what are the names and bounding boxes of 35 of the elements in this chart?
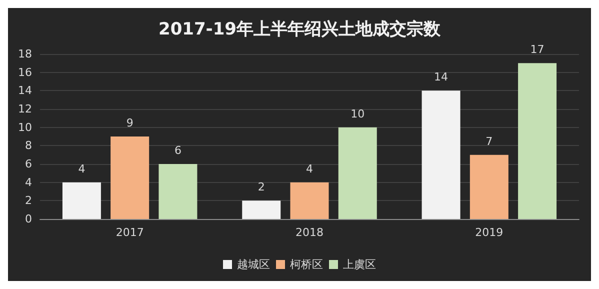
bar bbox=[158, 164, 198, 219]
y-tick-label: 8 bbox=[25, 139, 32, 152]
y-tick-label: 10 bbox=[18, 120, 32, 134]
y-tick-label: 12 bbox=[18, 102, 32, 116]
data-label: 2 bbox=[258, 180, 265, 194]
data-label: 17 bbox=[530, 43, 544, 56]
chart-title: 2017-19年上半年绍兴土地成交宗数 bbox=[158, 20, 442, 40]
data-label: 14 bbox=[434, 70, 448, 84]
bar bbox=[518, 63, 557, 219]
legend-label: 越城区 bbox=[237, 258, 270, 271]
bar bbox=[422, 90, 460, 219]
data-label: 4 bbox=[306, 162, 313, 176]
bar bbox=[62, 182, 101, 219]
y-tick-label: 6 bbox=[25, 158, 32, 170]
data-label: 4 bbox=[78, 162, 86, 176]
data-label: 9 bbox=[126, 116, 134, 130]
y-tick-label: 16 bbox=[18, 66, 32, 79]
bar bbox=[470, 154, 508, 219]
data-label: 10 bbox=[350, 107, 365, 120]
bar bbox=[290, 182, 329, 219]
y-tick-label: 18 bbox=[18, 48, 32, 60]
y-tick-label: 2 bbox=[25, 194, 32, 208]
x-tick-label: 2019 bbox=[475, 226, 504, 239]
y-tick-label: 0 bbox=[25, 212, 32, 226]
data-label: 6 bbox=[174, 144, 182, 157]
legend-label: 柯桥区 bbox=[290, 258, 323, 271]
x-tick-label: 2018 bbox=[296, 226, 324, 239]
bar bbox=[110, 136, 150, 219]
data-label: 7 bbox=[486, 134, 493, 148]
y-tick-label: 14 bbox=[18, 84, 32, 98]
y-tick-label: 4 bbox=[25, 176, 32, 189]
legend-label: 上虞区 bbox=[343, 258, 376, 271]
bar bbox=[242, 200, 281, 219]
x-tick-label: 2017 bbox=[116, 226, 144, 239]
bar bbox=[338, 127, 377, 219]
